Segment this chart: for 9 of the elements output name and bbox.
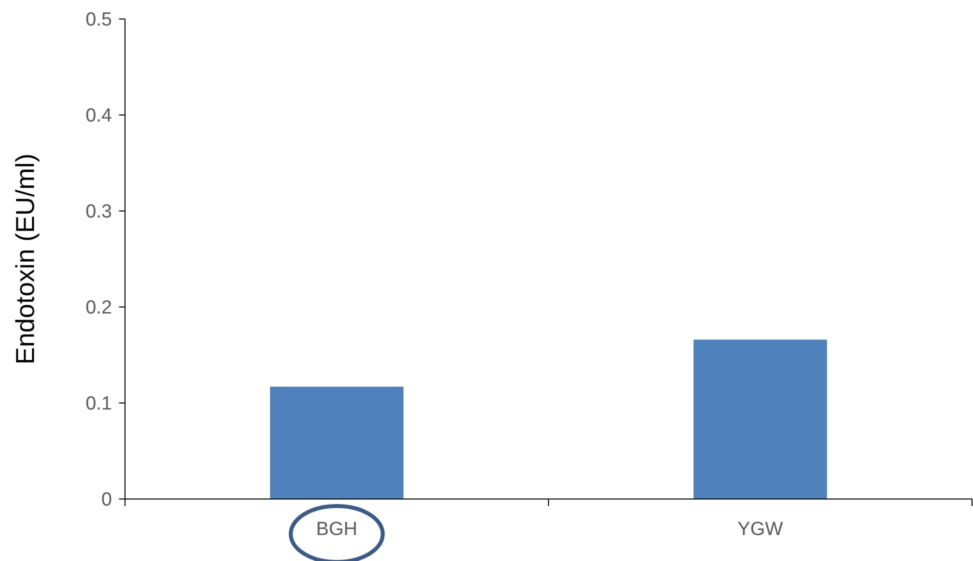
- y-tick-label: 0.5: [86, 10, 112, 31]
- y-axis-title: Endotoxin (EU/ml): [10, 154, 40, 364]
- y-tick-label: 0.1: [86, 394, 112, 415]
- y-tick-label: 0.3: [86, 202, 112, 223]
- y-tick-label: 0.2: [86, 298, 112, 319]
- x-tick-label: YGW: [738, 519, 784, 540]
- x-tick-label: BGH: [316, 519, 358, 540]
- y-tick-label: 0.4: [86, 106, 112, 127]
- y-tick-label: 0: [101, 490, 112, 511]
